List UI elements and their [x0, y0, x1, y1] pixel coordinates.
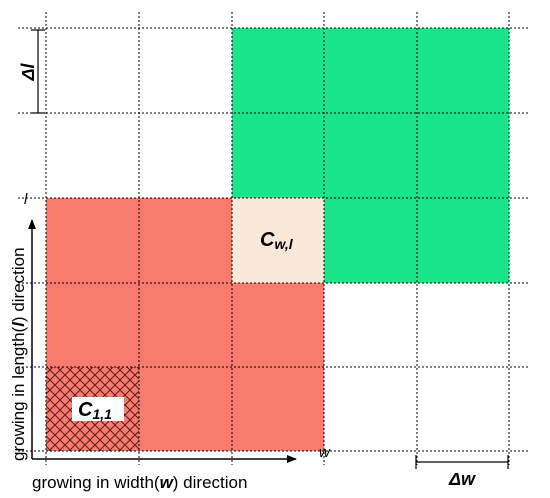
y-axis-label-pre: growing in length( — [9, 326, 28, 461]
grid-lines — [18, 12, 528, 465]
red-cell — [232, 283, 324, 367]
origin-cell-label-main: C — [78, 399, 93, 421]
delta-l-dimension: Δl — [18, 29, 45, 114]
delta-w-label: Δw — [448, 469, 476, 489]
y-axis-label-post: ) direction — [9, 247, 28, 322]
current-cell-label: Cw,l — [260, 229, 294, 252]
green-cell — [417, 28, 509, 113]
green-cell — [232, 113, 324, 198]
current-cell — [232, 198, 324, 283]
red-cell — [46, 283, 139, 367]
green-cell — [417, 113, 509, 198]
y-axis-label-var: l — [9, 321, 28, 327]
red-cell — [232, 367, 324, 451]
delta-l-label: Δl — [18, 62, 38, 81]
green-cell — [232, 28, 324, 113]
x-axis-label-pre: growing in width( — [32, 473, 160, 492]
w-tick-label: w — [319, 444, 331, 461]
green-cell — [324, 28, 417, 113]
green-cell — [417, 198, 509, 283]
red-cell — [139, 198, 232, 283]
origin-cell-label-box: C1,1 — [72, 397, 124, 422]
grid-cells — [46, 28, 509, 451]
origin-cell-label: C1,1 — [78, 399, 112, 422]
red-cell — [46, 198, 139, 283]
x-axis-label: growing in width(w) direction — [32, 473, 247, 492]
l-tick-label: l — [24, 191, 28, 208]
x-axis-label-post: ) direction — [173, 473, 248, 492]
red-cell — [139, 367, 232, 451]
green-cell — [324, 198, 417, 283]
delta-w-dimension: Δw — [415, 455, 509, 489]
current-cell-label-sub: w,l — [274, 236, 293, 252]
x-axis-label-var: w — [160, 473, 175, 492]
red-cell — [139, 283, 232, 367]
green-cell — [324, 113, 417, 198]
current-cell-label-main: C — [260, 229, 275, 251]
y-axis-label: growing in length(l) direction — [9, 247, 28, 461]
origin-cell-label-sub: 1,1 — [92, 406, 112, 422]
